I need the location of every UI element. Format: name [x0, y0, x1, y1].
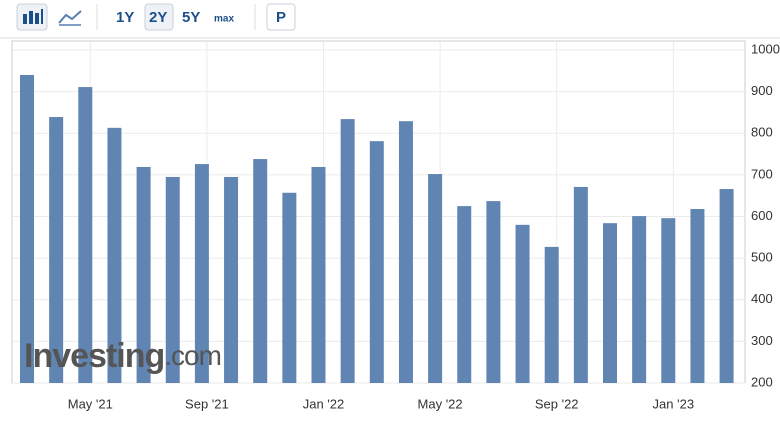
range-button[interactable]: 1Y — [116, 9, 134, 26]
bar — [282, 192, 297, 383]
line-chart-button[interactable] — [58, 10, 82, 26]
bar — [78, 87, 93, 383]
bar — [544, 246, 559, 383]
y-tick-label: 200 — [751, 374, 773, 389]
x-tick-label: May '21 — [68, 396, 113, 411]
bar — [486, 201, 501, 383]
bar — [573, 186, 588, 383]
p-button[interactable] — [266, 3, 296, 31]
range-button[interactable]: 5Y — [182, 9, 200, 26]
x-tick-label: Sep '22 — [535, 396, 579, 411]
bar-icon — [23, 9, 43, 24]
bar — [136, 166, 151, 383]
bar — [369, 141, 384, 383]
bar — [398, 121, 413, 384]
y-tick-label: 500 — [751, 250, 773, 265]
y-tick-label: 800 — [751, 125, 773, 140]
bar — [603, 223, 617, 383]
bar — [107, 127, 122, 384]
bar — [632, 216, 647, 383]
bar — [253, 159, 268, 383]
bar — [311, 166, 326, 383]
y-tick-label: 900 — [751, 83, 773, 98]
range-button[interactable]: max — [214, 14, 234, 25]
bar — [194, 164, 209, 383]
x-tick-label: Sep '21 — [185, 396, 229, 411]
y-tick-label: 600 — [751, 208, 773, 223]
y-tick-label: 400 — [751, 291, 773, 306]
bar — [340, 119, 355, 383]
bar — [661, 218, 676, 383]
bar — [719, 189, 734, 383]
bar — [428, 174, 443, 383]
bar — [690, 209, 705, 383]
bar — [49, 117, 64, 384]
watermark: Investing.com — [24, 337, 221, 375]
x-tick-label: Jan '23 — [653, 396, 695, 411]
bar — [515, 224, 530, 383]
y-tick-label: 700 — [751, 166, 773, 181]
bar — [457, 206, 472, 383]
p-button-label[interactable]: P — [276, 9, 286, 26]
y-tick-label: 1000 — [751, 41, 780, 56]
range-button-selected-bg[interactable] — [144, 3, 174, 31]
range-button[interactable]: 2Y — [149, 9, 167, 26]
x-tick-label: Jan '22 — [303, 396, 345, 411]
y-tick-label: 300 — [751, 333, 773, 348]
x-tick-label: May '22 — [418, 396, 463, 411]
bar — [20, 74, 34, 383]
bar — [224, 176, 239, 383]
bar — [165, 176, 180, 383]
